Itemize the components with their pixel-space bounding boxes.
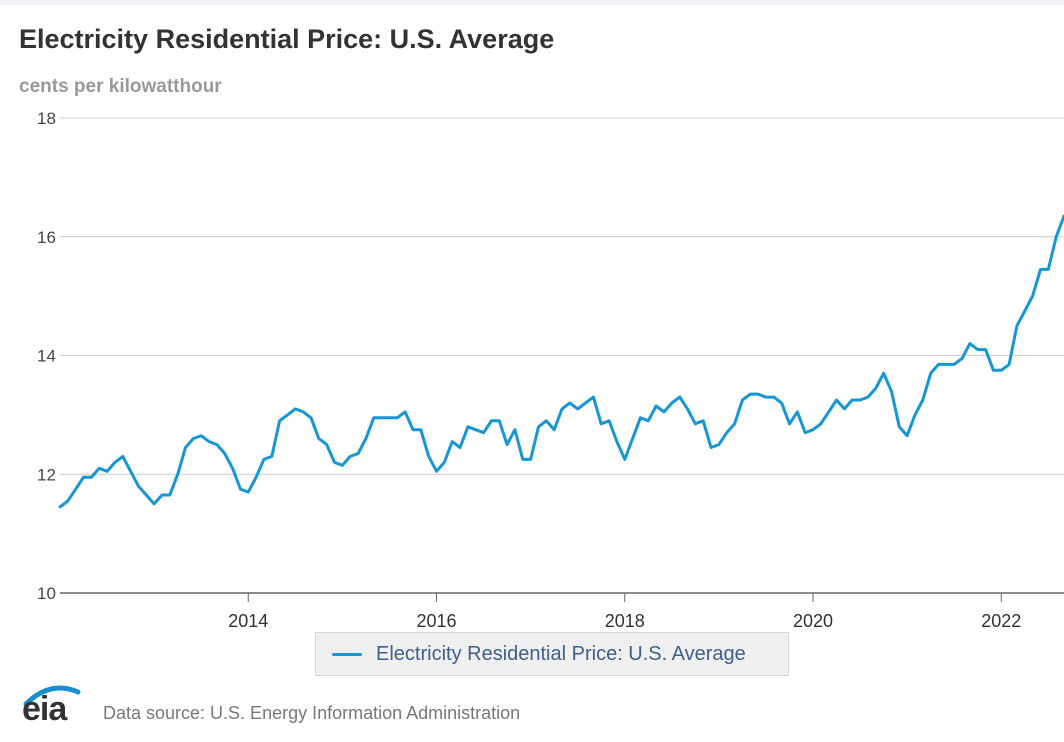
y-axis-ticks: 10 12 14 16 18 — [37, 109, 56, 603]
x-tick-label: 2018 — [605, 611, 645, 631]
legend[interactable]: Electricity Residential Price: U.S. Aver… — [315, 632, 789, 676]
logo-text: eia — [22, 690, 67, 728]
legend-label: Electricity Residential Price: U.S. Aver… — [376, 642, 746, 665]
top-band — [0, 0, 1064, 5]
series-line-0[interactable] — [58, 214, 1064, 509]
x-axis-ticks: 2014 2016 2018 2020 2022 — [228, 593, 1021, 631]
logo-arc-icon — [23, 685, 81, 707]
y-tick-label: 12 — [37, 465, 56, 484]
chart-title: Electricity Residential Price: U.S. Aver… — [19, 24, 555, 54]
series-layer — [58, 214, 1064, 509]
units-label: cents per kilowatthour — [19, 76, 222, 97]
y-tick-label: 18 — [37, 109, 56, 128]
data-source: Data source: U.S. Energy Information Adm… — [103, 703, 521, 723]
x-tick-label: 2016 — [416, 611, 456, 631]
eia-logo: eia — [20, 678, 86, 728]
y-tick-label: 10 — [37, 584, 56, 603]
line-chart: 10 12 14 16 18 2014 2016 2018 2020 2022 — [37, 109, 1064, 631]
y-tick-label: 16 — [37, 228, 56, 247]
y-tick-label: 14 — [37, 347, 56, 366]
gridlines — [60, 117, 1064, 594]
x-tick-label: 2022 — [981, 611, 1021, 631]
legend-swatch — [332, 652, 362, 656]
x-tick-label: 2020 — [793, 611, 833, 631]
x-tick-label: 2014 — [228, 611, 268, 631]
